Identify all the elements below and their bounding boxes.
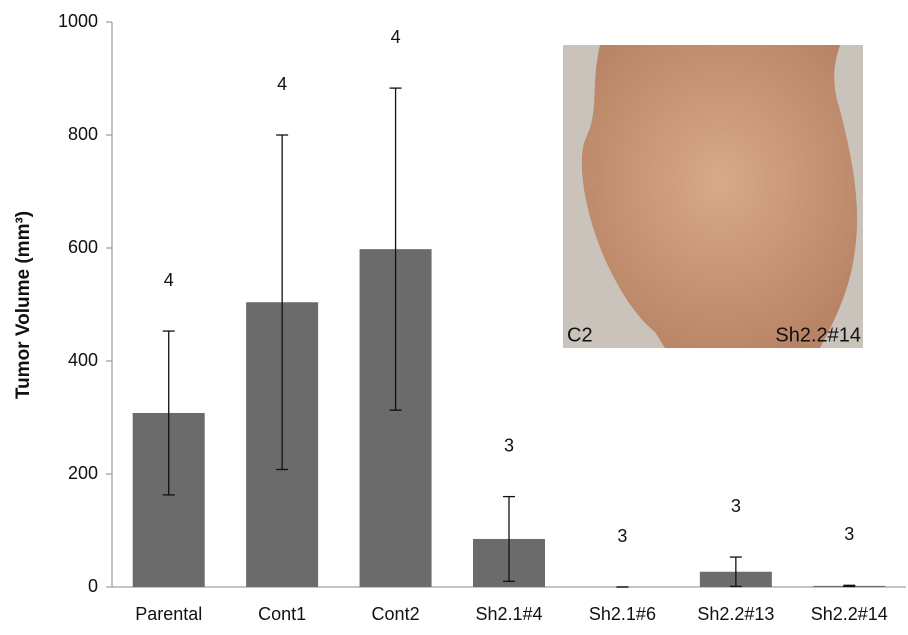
x-tick-label: Cont2: [372, 604, 420, 624]
y-tick-label: 400: [68, 350, 98, 370]
y-tick-label: 200: [68, 463, 98, 483]
n-label: 4: [164, 270, 174, 290]
body: C2 Sh2.2#14 Tumor Volume (mm³) 0 200 400 60…: [0, 0, 908, 635]
y-tick-label: 1000: [58, 11, 98, 31]
x-tick-label: Sh2.2#13: [697, 604, 774, 624]
x-tick-label: Sh2.2#14: [811, 604, 888, 624]
x-tick-label: Parental: [135, 604, 202, 624]
n-label: 3: [731, 496, 741, 516]
y-tick-label: 0: [88, 576, 98, 596]
x-tick-label: Cont1: [258, 604, 306, 624]
n-label: 3: [504, 435, 514, 455]
n-label: 3: [844, 524, 854, 544]
error-bar: [843, 585, 855, 586]
page: {"chart_data": {"type": "bar", "y_label"…: [0, 0, 908, 635]
n-label: 4: [277, 74, 287, 94]
inset-label: Sh2.2#14: [775, 324, 861, 346]
n-label: 3: [617, 526, 627, 546]
x-tick-label: Sh2.1#6: [589, 604, 656, 624]
n-label: 4: [391, 27, 401, 47]
y-axis-label: Tumor Volume (mm³): [13, 211, 34, 399]
inset-label: C2: [567, 324, 593, 346]
chart: C2 Sh2.2#14 Tumor Volume (mm³) 0 200 400 60…: [0, 0, 908, 635]
x-tick-label: Sh2.1#4: [475, 604, 542, 624]
y-tick-label: 800: [68, 124, 98, 144]
y-tick-label: 600: [68, 237, 98, 257]
inset-photo: C2 Sh2.2#14: [563, 45, 863, 348]
